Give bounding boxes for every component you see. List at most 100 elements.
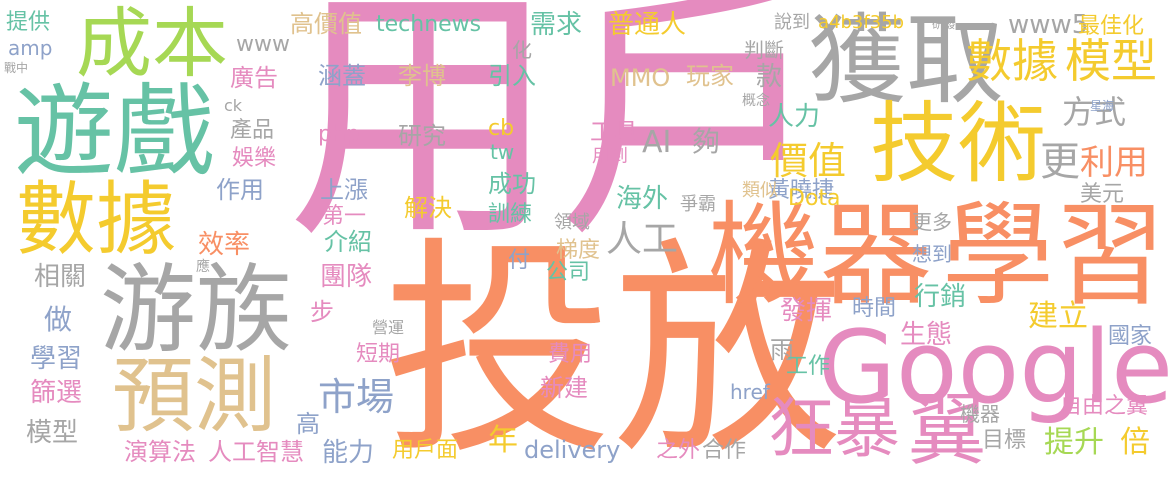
word: 預測 [112, 349, 277, 444]
word: 人工智慧 [208, 438, 304, 466]
word: 步 [310, 298, 334, 326]
word: 人工 [606, 219, 679, 260]
word: 之外 [656, 438, 701, 463]
word: 自由之翼 [1060, 394, 1149, 419]
word: 用戶 [287, 0, 827, 274]
word: ck [224, 96, 243, 115]
word: 星海 [1090, 99, 1115, 113]
word: 費用 [548, 342, 593, 367]
word: www [236, 32, 290, 57]
word: 款 [756, 62, 783, 92]
word: 發揮 [780, 296, 833, 326]
word: tw [490, 140, 515, 164]
word: 投放 [383, 219, 844, 482]
word: 合作 [702, 438, 747, 463]
word: 行銷 [914, 282, 967, 312]
word: 更 [1040, 139, 1080, 185]
word: 工具 [590, 118, 638, 146]
word: 領域 [554, 212, 590, 233]
word: 判斷 [744, 38, 784, 62]
word: 成本 [76, 0, 228, 88]
word: 涵蓋 [318, 62, 366, 90]
word: 市場 [318, 375, 395, 419]
word: delivery [524, 436, 621, 464]
word: a4b3f35b [818, 12, 905, 33]
word: 年 [488, 423, 518, 458]
word: www5 [1008, 10, 1089, 40]
word: 短期 [356, 342, 401, 367]
word: 人力 [768, 102, 821, 132]
word: 爭霸 [680, 194, 716, 215]
word: 學習 [942, 191, 1166, 321]
word: 工作 [786, 354, 831, 379]
word: 美元 [1080, 182, 1125, 207]
word: 說到 [774, 12, 810, 33]
word: Dota [788, 186, 841, 211]
word: 游族 [100, 254, 292, 366]
word: amp [8, 36, 53, 60]
word: 數據 [966, 34, 1058, 88]
word: 建立 [1028, 299, 1088, 334]
word: 提供 [6, 10, 51, 35]
word: 時間 [852, 296, 897, 321]
word: 產品 [230, 118, 275, 143]
word: 用戶面 [392, 438, 459, 463]
word: 遊戲 [14, 73, 214, 190]
word: 海外 [616, 184, 669, 214]
word: 引入 [488, 62, 536, 90]
word: 翼 [908, 386, 987, 476]
word: 高 [296, 410, 320, 438]
word: 倍 [1120, 425, 1150, 460]
word: 學習 [30, 344, 83, 374]
word: 效率 [198, 230, 251, 260]
word: 第一 [322, 204, 367, 229]
word: 方式 [1062, 93, 1127, 131]
word: 雨 [770, 336, 794, 364]
word: 目標 [982, 428, 1027, 453]
word: 介紹 [324, 228, 372, 256]
word: 黃曉捷 [768, 178, 835, 203]
word: 數據 [16, 173, 176, 266]
word: 國家 [1108, 324, 1153, 349]
word: 研究 [398, 122, 446, 150]
word: 獲取 [808, 4, 1005, 118]
word: 梯度 [556, 238, 601, 263]
word: 提升 [1044, 425, 1104, 460]
word: 用到 [592, 146, 628, 167]
word: technews [376, 12, 482, 37]
word: 需求 [530, 10, 583, 40]
word: 上漲 [320, 176, 368, 204]
word: 李博 [398, 62, 446, 90]
word: 作用 [216, 176, 264, 204]
word: 最佳化 [1078, 14, 1145, 39]
word: 技術 [870, 92, 1047, 195]
word: 成功 [488, 170, 536, 198]
word: 機器 [960, 402, 1000, 426]
word: 價值 [770, 139, 847, 183]
word: 模型 [26, 418, 79, 448]
word: 付 [508, 248, 531, 273]
word: 化 [512, 38, 532, 62]
word: 狂暴 [768, 390, 900, 467]
word: Google [818, 309, 1174, 426]
word: 能力 [322, 438, 375, 468]
word: 公司 [546, 260, 591, 285]
word: 廣告 [230, 64, 278, 92]
word: 新建 [540, 374, 588, 402]
word: 篩選 [30, 378, 83, 408]
word: 高價值 [290, 10, 362, 38]
word: 訓練 [488, 202, 533, 227]
word: 營運 [372, 318, 405, 337]
word: php [318, 122, 360, 147]
word: 研發 [932, 17, 957, 31]
word: 普通人 [608, 10, 687, 40]
word: 演算法 [124, 438, 196, 466]
word: 更多 [912, 210, 952, 234]
word: MMO [610, 64, 671, 92]
word: 模型 [1065, 34, 1157, 88]
word: cb [488, 116, 515, 141]
word: 夠 [692, 125, 721, 158]
word: href [730, 380, 770, 404]
word: 概念 [742, 93, 770, 109]
